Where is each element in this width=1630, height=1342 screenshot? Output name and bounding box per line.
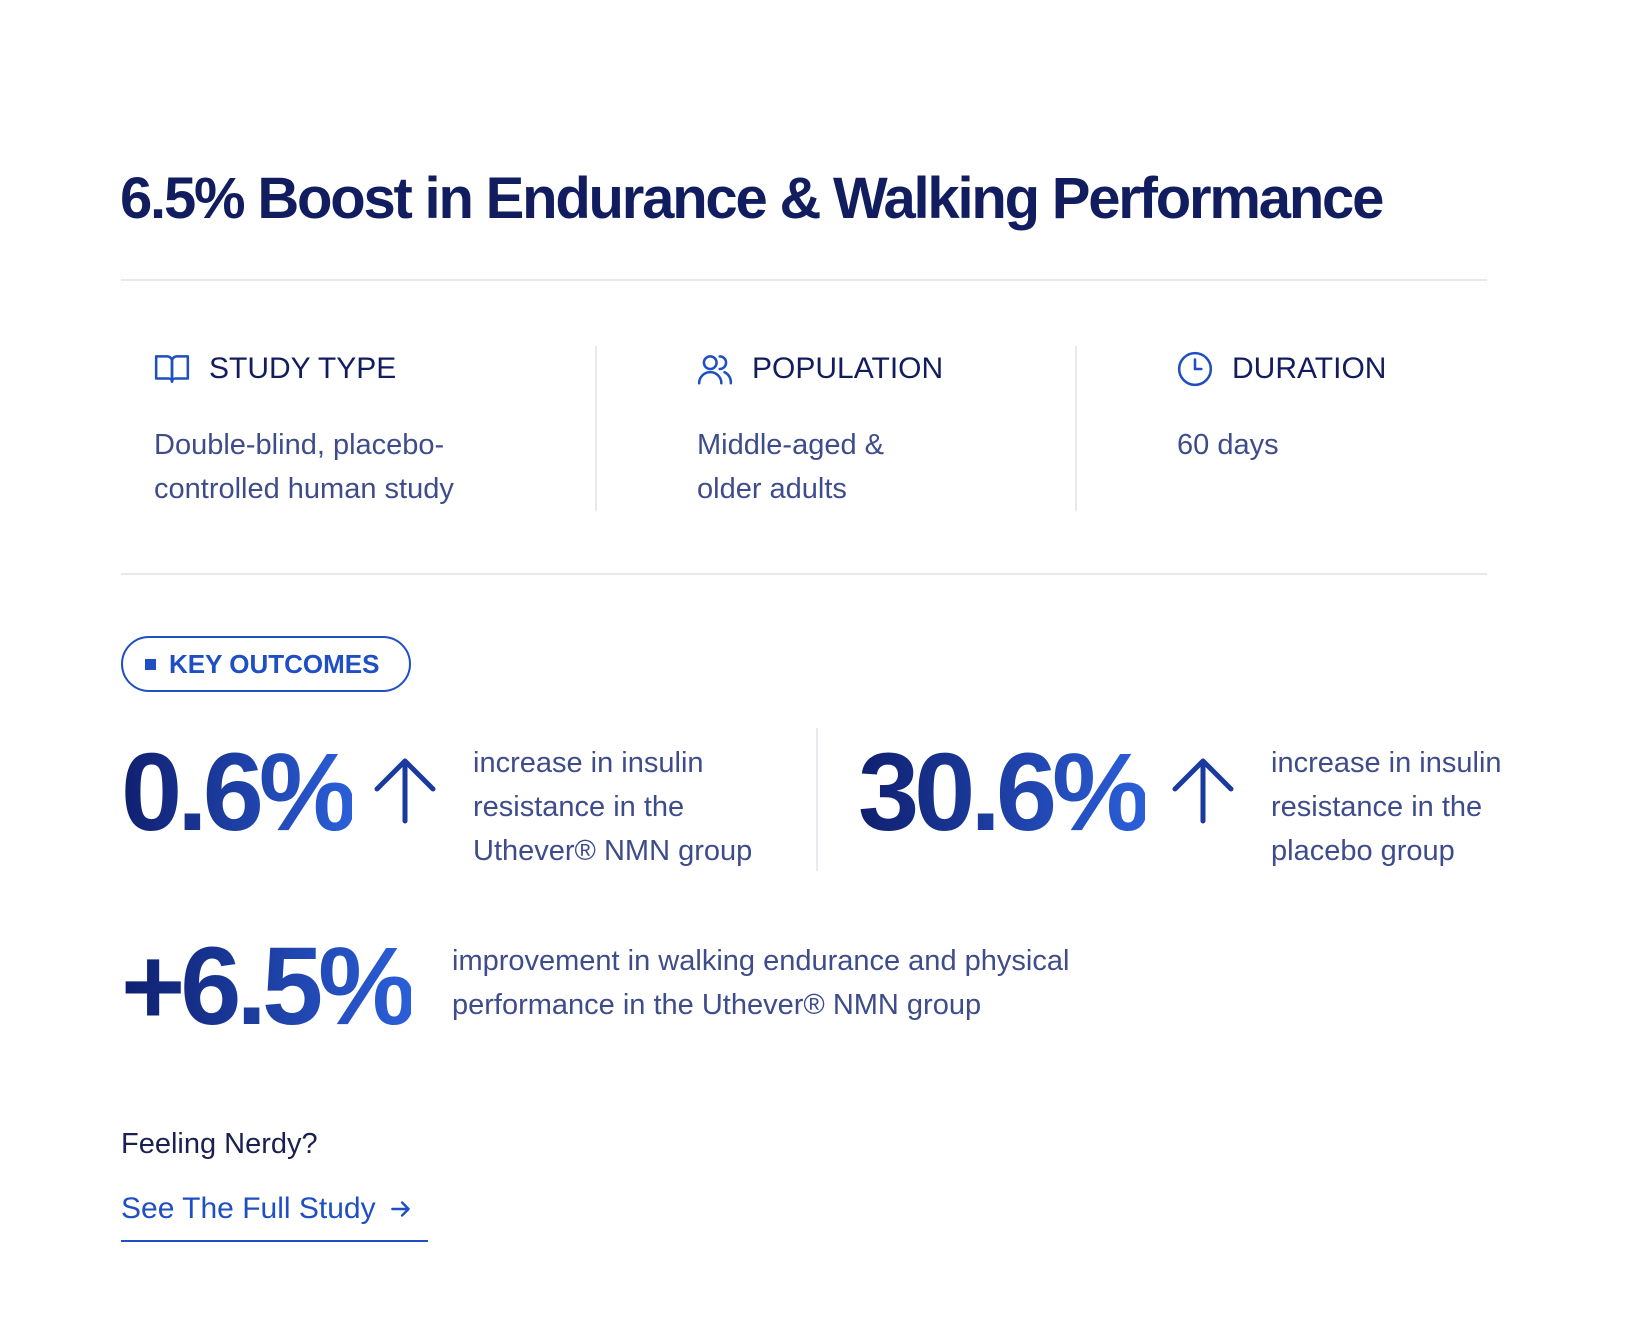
arrow-up-icon [1172,758,1234,824]
duration-header: DURATION [1176,350,1386,388]
column-divider [595,346,597,511]
outcome-value: +6.5% [121,925,416,1048]
population-label: POPULATION [752,352,944,385]
see-full-study-link[interactable]: See The Full Study [121,1192,428,1242]
square-bullet-icon [145,658,156,670]
clock-icon [1177,351,1213,387]
value-line: Middle-aged & [697,429,884,461]
book-icon [154,355,190,383]
value-line: controlled human study [154,473,454,505]
outcome-description: increase in insulin resistance in the Ut… [473,741,752,873]
desc-line: performance in the Uthever® NMN group [452,989,982,1021]
duration-value: 60 days [1177,423,1279,467]
arrow-right-icon [390,1201,410,1217]
desc-line: resistance in the [473,791,685,823]
study-type-value: Double-blind, placebo- controlled human … [154,423,454,511]
column-divider [1075,346,1077,511]
study-type-header: STUDY TYPE [153,350,396,388]
population-header: POPULATION [696,350,943,388]
desc-line: improvement in walking endurance and phy… [452,945,1070,977]
desc-line: increase in insulin [1271,747,1502,779]
divider [121,573,1487,575]
desc-line: placebo group [1271,835,1455,867]
users-icon [697,355,733,385]
duration-label: DURATION [1232,352,1387,385]
desc-line: resistance in the [1271,791,1483,823]
page-title: 6.5% Boost in Endurance & Walking Perfor… [120,165,1384,231]
link-label: See The Full Study [121,1192,376,1225]
badge-label: KEY OUTCOMES [169,648,380,679]
outcome-description: improvement in walking endurance and phy… [452,939,1069,1027]
key-outcomes-badge: KEY OUTCOMES [121,636,411,692]
population-value: Middle-aged & older adults [697,423,884,511]
desc-line: Uthever® NMN group [473,835,753,867]
arrow-up-icon [374,758,436,824]
feeling-nerdy-text: Feeling Nerdy? [121,1128,318,1160]
divider [121,279,1487,281]
outcome-value: 0.6% [121,731,357,854]
desc-line: increase in insulin [473,747,704,779]
outcome-value: 30.6% [858,731,1150,854]
outcome-divider [816,728,818,871]
study-type-label: STUDY TYPE [209,352,397,385]
value-line: 60 days [1177,429,1279,461]
value-line: older adults [697,473,847,505]
outcome-description: increase in insulin resistance in the pl… [1271,741,1502,873]
value-line: Double-blind, placebo- [154,429,445,461]
